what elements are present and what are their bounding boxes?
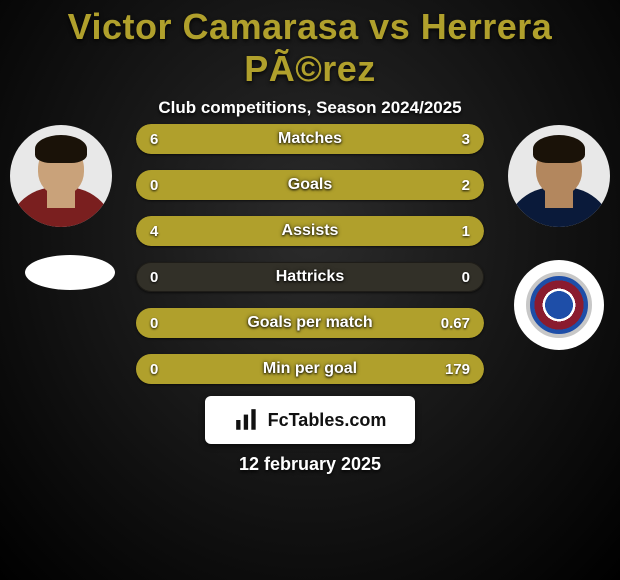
stat-fill-right — [136, 354, 484, 384]
stat-row: 00.67Goals per match — [136, 308, 484, 338]
page-title: Victor Camarasa vs Herrera PÃ©rez — [0, 6, 620, 90]
player-left-avatar — [10, 125, 112, 227]
stat-value-left: 0 — [150, 262, 158, 292]
stat-value-right: 0 — [462, 262, 470, 292]
player-right-avatar — [508, 125, 610, 227]
person-icon — [10, 125, 112, 227]
stat-label: Hattricks — [136, 262, 484, 292]
person-icon — [508, 125, 610, 227]
page-subtitle: Club competitions, Season 2024/2025 — [0, 98, 620, 118]
stat-fill-right — [414, 216, 484, 246]
stats-bars: 63Matches 02Goals 41Assists 0 0Hattricks 00.6… — [136, 124, 484, 400]
stat-row: 41Assists — [136, 216, 484, 246]
stat-row: 0 0Hattricks — [136, 262, 484, 292]
stat-row: 63Matches — [136, 124, 484, 154]
brand-text: FcTables.com — [268, 410, 387, 431]
stat-fill-right — [136, 308, 484, 338]
date-text: 12 february 2025 — [0, 454, 620, 475]
stat-fill-right — [136, 170, 484, 200]
brand-badge: FcTables.com — [205, 396, 415, 444]
stat-fill-left — [136, 124, 369, 154]
club-right-logo — [514, 260, 604, 350]
stat-row: 02Goals — [136, 170, 484, 200]
club-left-logo — [25, 255, 115, 290]
bar-chart-icon — [234, 407, 260, 433]
stat-fill-left — [136, 216, 414, 246]
crest-icon — [526, 272, 592, 338]
stat-fill-right — [369, 124, 484, 154]
stat-row: 0179Min per goal — [136, 354, 484, 384]
